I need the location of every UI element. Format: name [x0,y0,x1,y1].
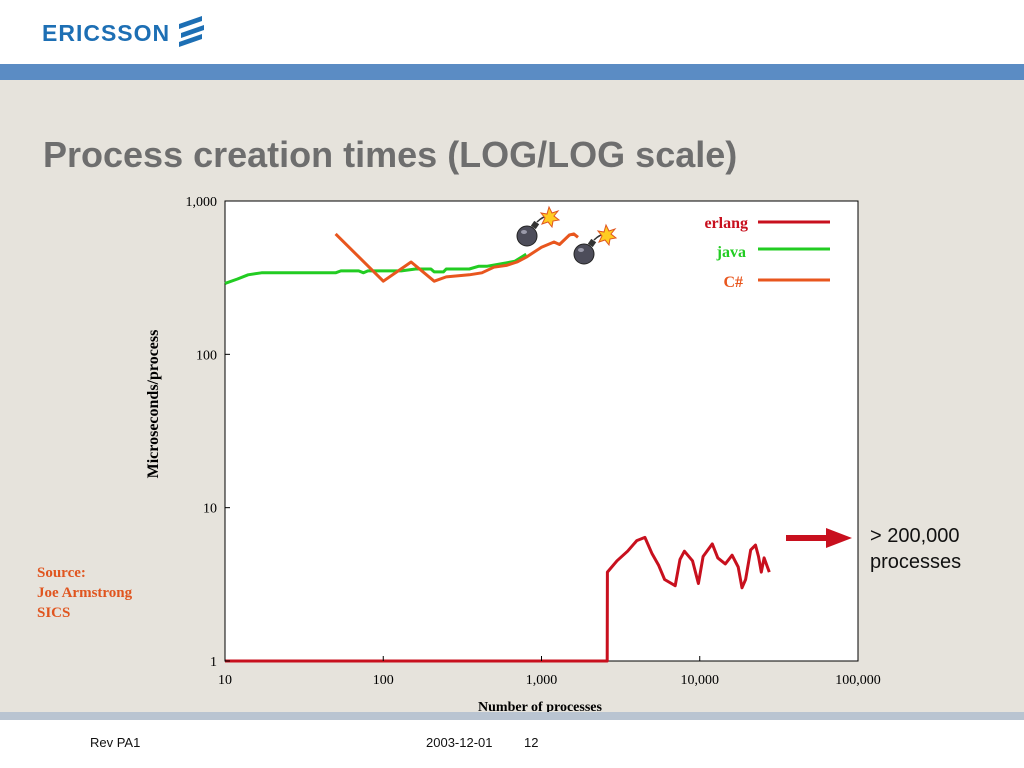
revision-label: Rev PA1 [90,735,141,750]
footer-date: 2003-12-01 [426,735,493,750]
y-tick-label: 1,000 [186,195,218,210]
legend-label-java: java [716,244,746,261]
x-tick-label: 100,000 [835,673,881,688]
x-tick-label: 10,000 [681,673,720,688]
legend-label-erlang: erlang [704,215,748,232]
page-number: 12 [524,735,539,750]
series-layer [224,232,771,663]
y-tick-label: 100 [196,348,217,363]
right-arrow-icon [786,528,852,548]
callout-note: > 200,000 processes [870,523,961,575]
series-line-erlang [225,535,771,663]
bomb-icon [516,205,561,247]
slide-title: Process creation times (LOG/LOG scale) [43,134,738,175]
footer: Rev PA1 2003-12-01 12 [0,720,1024,768]
bomb-icon [573,223,618,265]
callout-line-1: > 200,000 [870,525,960,547]
x-tick-label: 1,000 [526,673,558,688]
header: ERICSSON [0,0,1024,64]
legend: erlang java C# [704,215,830,291]
legend-label-csharp: C# [723,274,743,291]
y-axis-label: Microseconds/process [145,330,162,479]
callout-line-2: processes [870,551,962,573]
series-line-csharp [334,232,579,283]
source-label: Source: [37,565,86,581]
y-tick-label: 1 [210,655,217,670]
x-tick-label: 10 [218,673,232,688]
source-org: SICS [37,605,71,621]
x-tick-label: 100 [373,673,394,688]
y-tick-label: 10 [203,502,217,517]
x-axis-label: Number of processes [478,700,602,715]
source-author: Joe Armstrong [37,585,133,601]
ericsson-logo: ERICSSON [42,20,171,46]
ericsson-logo-icon [179,16,204,47]
series-line-java [224,252,527,285]
source-note: Source: Joe Armstrong SICS [37,563,132,623]
plot-area [224,200,859,662]
header-band [0,64,1024,80]
footer-band [0,712,1024,720]
